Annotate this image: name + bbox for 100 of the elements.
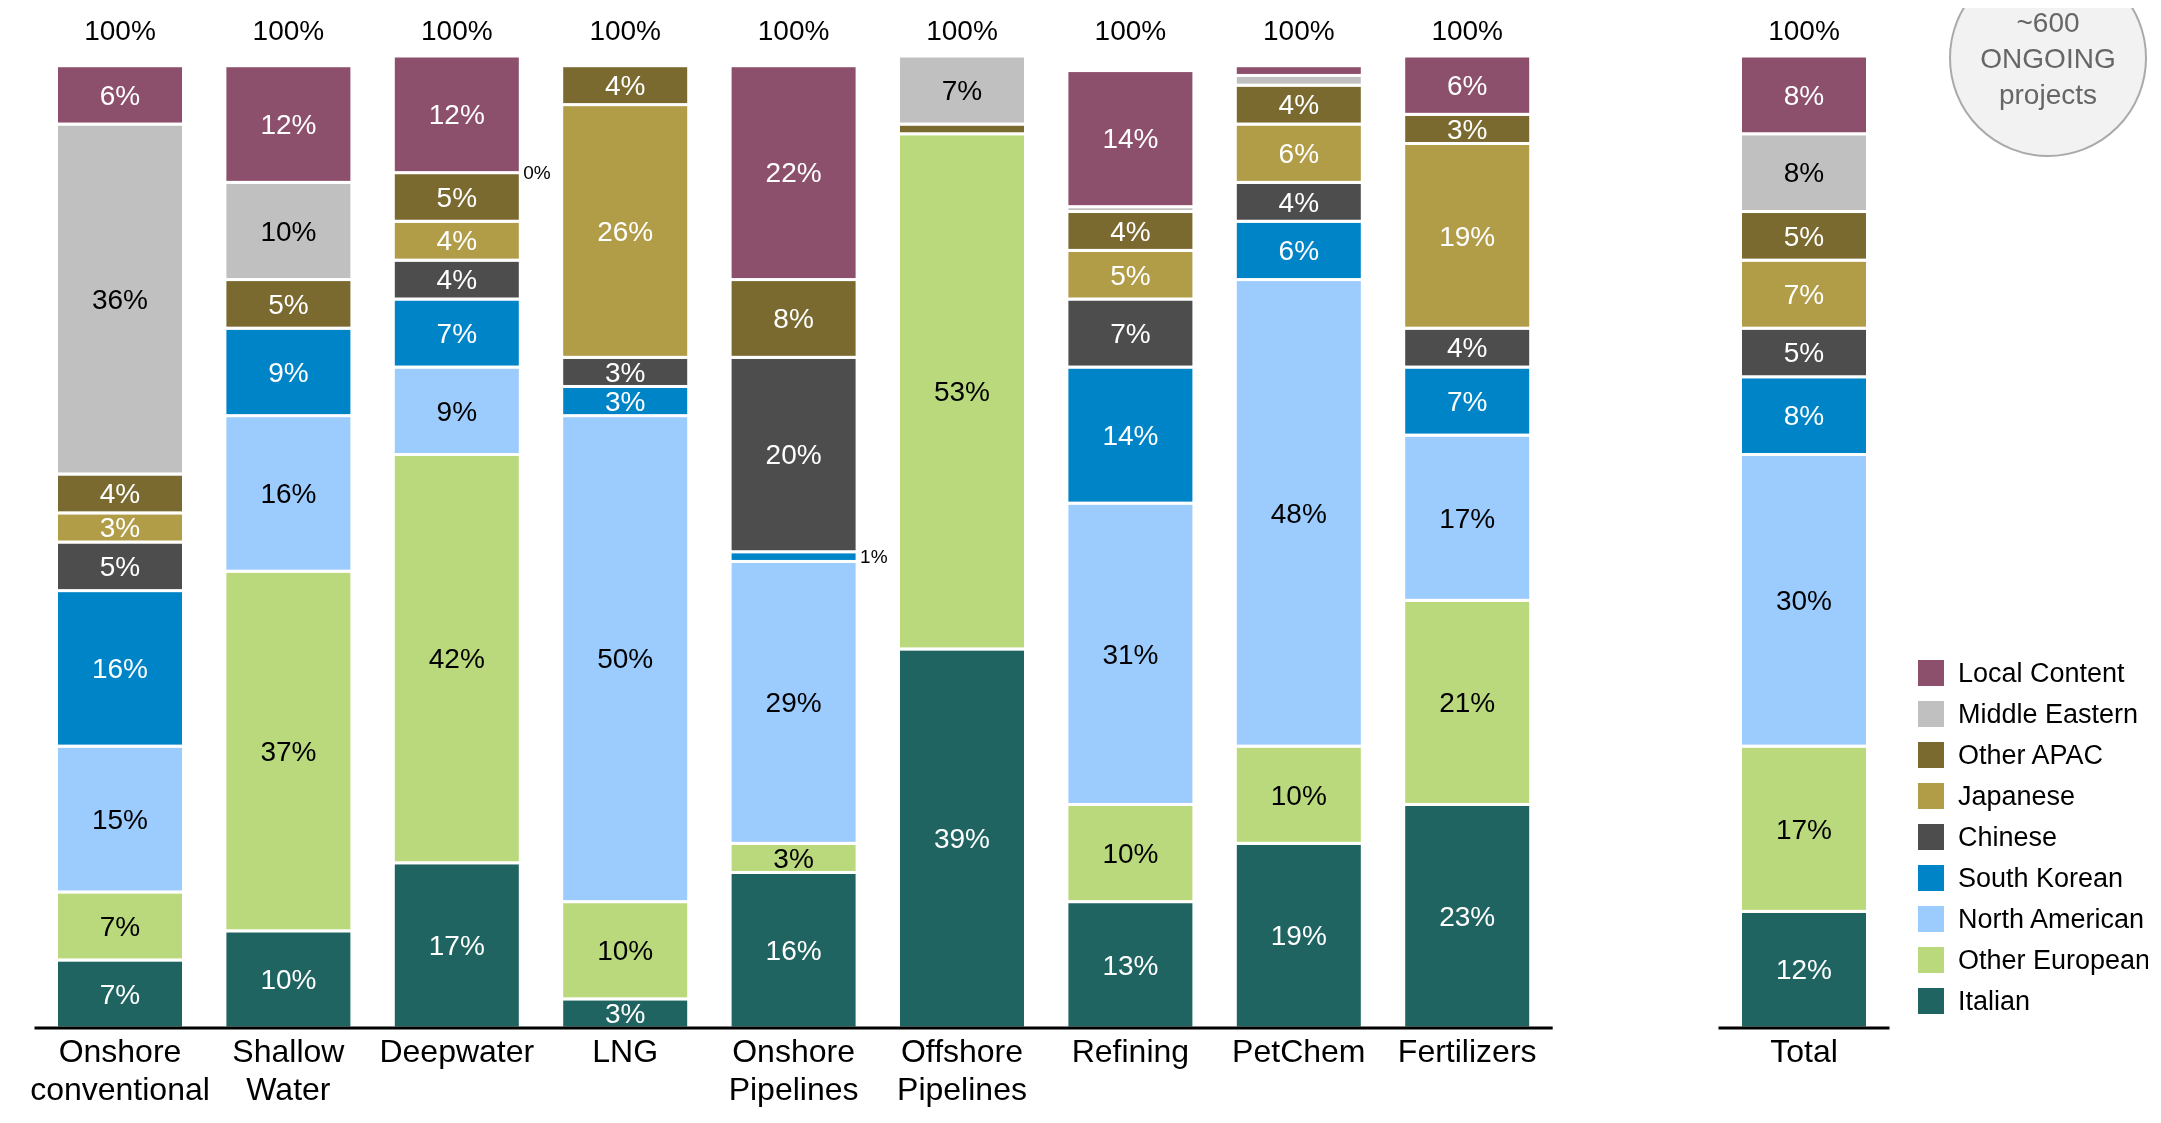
x-tick-label: PetChem bbox=[1232, 1033, 1366, 1069]
data-label: 7% bbox=[941, 74, 983, 106]
legend-label: Chinese bbox=[1958, 822, 2058, 853]
data-label: 22% bbox=[765, 157, 822, 189]
total-label: 100% bbox=[1262, 15, 1335, 46]
data-label: 20% bbox=[765, 439, 822, 471]
data-label: 19% bbox=[1270, 920, 1327, 952]
data-label: 9% bbox=[436, 395, 478, 427]
data-label: 31% bbox=[1102, 638, 1159, 670]
data-label: 3% bbox=[604, 356, 646, 388]
data-label: 17% bbox=[1775, 813, 1833, 845]
legend-label: Local Content bbox=[1958, 658, 2126, 689]
data-label: 36% bbox=[91, 283, 149, 315]
x-tick-label: Refining bbox=[1071, 1033, 1190, 1069]
data-label: 3% bbox=[604, 385, 646, 417]
total-label: 100% bbox=[252, 15, 325, 46]
data-label: 10% bbox=[260, 215, 317, 247]
data-label: 4% bbox=[1446, 332, 1488, 364]
total-label: 100% bbox=[420, 15, 493, 46]
data-label: 16% bbox=[91, 653, 149, 685]
data-label: 14% bbox=[1102, 123, 1159, 155]
data-label: 23% bbox=[1439, 901, 1496, 933]
x-tick-label: Shallow Water bbox=[232, 1033, 346, 1107]
data-label: 10% bbox=[1270, 779, 1327, 811]
legend-label: South Korean bbox=[1958, 863, 2124, 894]
data-label: 26% bbox=[597, 215, 654, 247]
data-label: 29% bbox=[765, 687, 822, 719]
data-label: 12% bbox=[260, 108, 317, 140]
x-tick-label: Onshore Pipelines bbox=[728, 1033, 859, 1107]
data-label: 3% bbox=[604, 998, 646, 1030]
text: ~600 ONGOING projects bbox=[1980, 7, 2116, 110]
data-label: 17% bbox=[1439, 502, 1496, 534]
data-label: 37% bbox=[260, 735, 317, 767]
data-label: 7% bbox=[99, 910, 141, 942]
total-label: 100% bbox=[1094, 15, 1167, 46]
x-tick-label: Onshore conventional bbox=[30, 1033, 210, 1107]
data-label: 12% bbox=[428, 99, 485, 131]
data-label: 10% bbox=[260, 964, 317, 996]
data-label: 3% bbox=[773, 842, 814, 874]
data-label: 7% bbox=[1110, 317, 1151, 349]
data-label: 7% bbox=[1446, 385, 1488, 417]
data-label: 5% bbox=[436, 181, 478, 213]
data-label: 10% bbox=[1102, 837, 1159, 869]
data-label: 3% bbox=[1446, 113, 1488, 145]
data-label: 4% bbox=[604, 69, 646, 101]
data-label: 0% bbox=[523, 162, 551, 184]
data-label: 6% bbox=[1446, 69, 1488, 101]
total-label: 100% bbox=[926, 15, 998, 46]
data-label: 8% bbox=[1783, 79, 1825, 111]
data-label: 9% bbox=[268, 356, 309, 388]
data-label: 17% bbox=[428, 930, 485, 962]
data-label: 7% bbox=[1783, 278, 1825, 310]
total-label: 100% bbox=[589, 15, 662, 46]
x-tick-label: LNG bbox=[592, 1033, 659, 1069]
legend-label: Other European bbox=[1958, 945, 2151, 976]
data-label: 13% bbox=[1102, 949, 1159, 981]
data-label: 19% bbox=[1439, 220, 1496, 252]
data-label: 50% bbox=[597, 643, 654, 675]
data-label: 5% bbox=[99, 551, 141, 583]
x-tick-label: Offshore Pipelines bbox=[897, 1033, 1027, 1107]
data-label: 39% bbox=[933, 823, 991, 855]
data-label: 16% bbox=[765, 935, 822, 967]
data-label: 15% bbox=[91, 803, 149, 835]
data-label: 6% bbox=[99, 79, 141, 111]
x-tick-label: Fertilizers bbox=[1397, 1033, 1537, 1069]
data-label: 14% bbox=[1102, 419, 1159, 451]
total-label: 100% bbox=[757, 15, 830, 46]
total-label: 100% bbox=[1431, 15, 1504, 46]
data-label: 21% bbox=[1439, 687, 1496, 719]
data-label: 8% bbox=[773, 303, 814, 335]
data-label: 48% bbox=[1270, 497, 1327, 529]
data-label: 5% bbox=[1783, 337, 1825, 369]
data-label: 53% bbox=[933, 376, 991, 408]
data-label: 7% bbox=[436, 317, 478, 349]
legend-label: North American bbox=[1958, 904, 2145, 935]
data-label: 4% bbox=[99, 478, 141, 510]
data-label: 5% bbox=[1110, 259, 1151, 291]
legend-label: Italian bbox=[1958, 986, 2031, 1017]
data-label: 1% bbox=[860, 546, 888, 568]
data-label: 4% bbox=[436, 264, 478, 296]
data-label: 12% bbox=[1775, 954, 1833, 986]
data-label: 16% bbox=[260, 478, 317, 510]
data-label: 8% bbox=[1783, 400, 1825, 432]
data-label: 4% bbox=[1278, 186, 1320, 218]
data-label: 3% bbox=[99, 512, 141, 544]
x-tick-label: Total bbox=[1770, 1033, 1838, 1069]
data-label: 8% bbox=[1783, 157, 1825, 189]
x-tick-label: Deepwater bbox=[379, 1033, 535, 1069]
legend-label: Middle Eastern bbox=[1958, 699, 2139, 730]
data-label: 6% bbox=[1278, 138, 1320, 169]
total-label: 100% bbox=[84, 15, 156, 46]
bar bbox=[1065, 69, 1196, 209]
data-label: 10% bbox=[597, 935, 654, 967]
data-label: 4% bbox=[1278, 89, 1320, 121]
legend-label: Japanese bbox=[1958, 781, 2076, 812]
total-label: 100% bbox=[1768, 15, 1840, 46]
data-label: 7% bbox=[99, 978, 141, 1010]
data-label: 5% bbox=[268, 288, 309, 320]
legend-label: Other APAC bbox=[1958, 740, 2104, 771]
data-label: 6% bbox=[1278, 235, 1320, 267]
